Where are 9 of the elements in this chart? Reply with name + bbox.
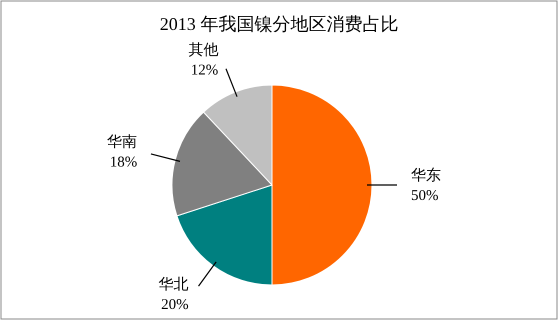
data-label: 12% — [190, 62, 218, 78]
slice-label: 华南 — [107, 133, 138, 150]
chart-title: 2013 年我国镍分地区消费占比 — [160, 14, 398, 34]
data-label: 20% — [161, 297, 189, 314]
slice-label: 其他 — [188, 41, 218, 58]
slice-label: 华东 — [411, 167, 441, 184]
data-label: 18% — [110, 154, 138, 170]
data-label: 50% — [411, 188, 438, 204]
slice-label: 华北 — [158, 276, 189, 294]
